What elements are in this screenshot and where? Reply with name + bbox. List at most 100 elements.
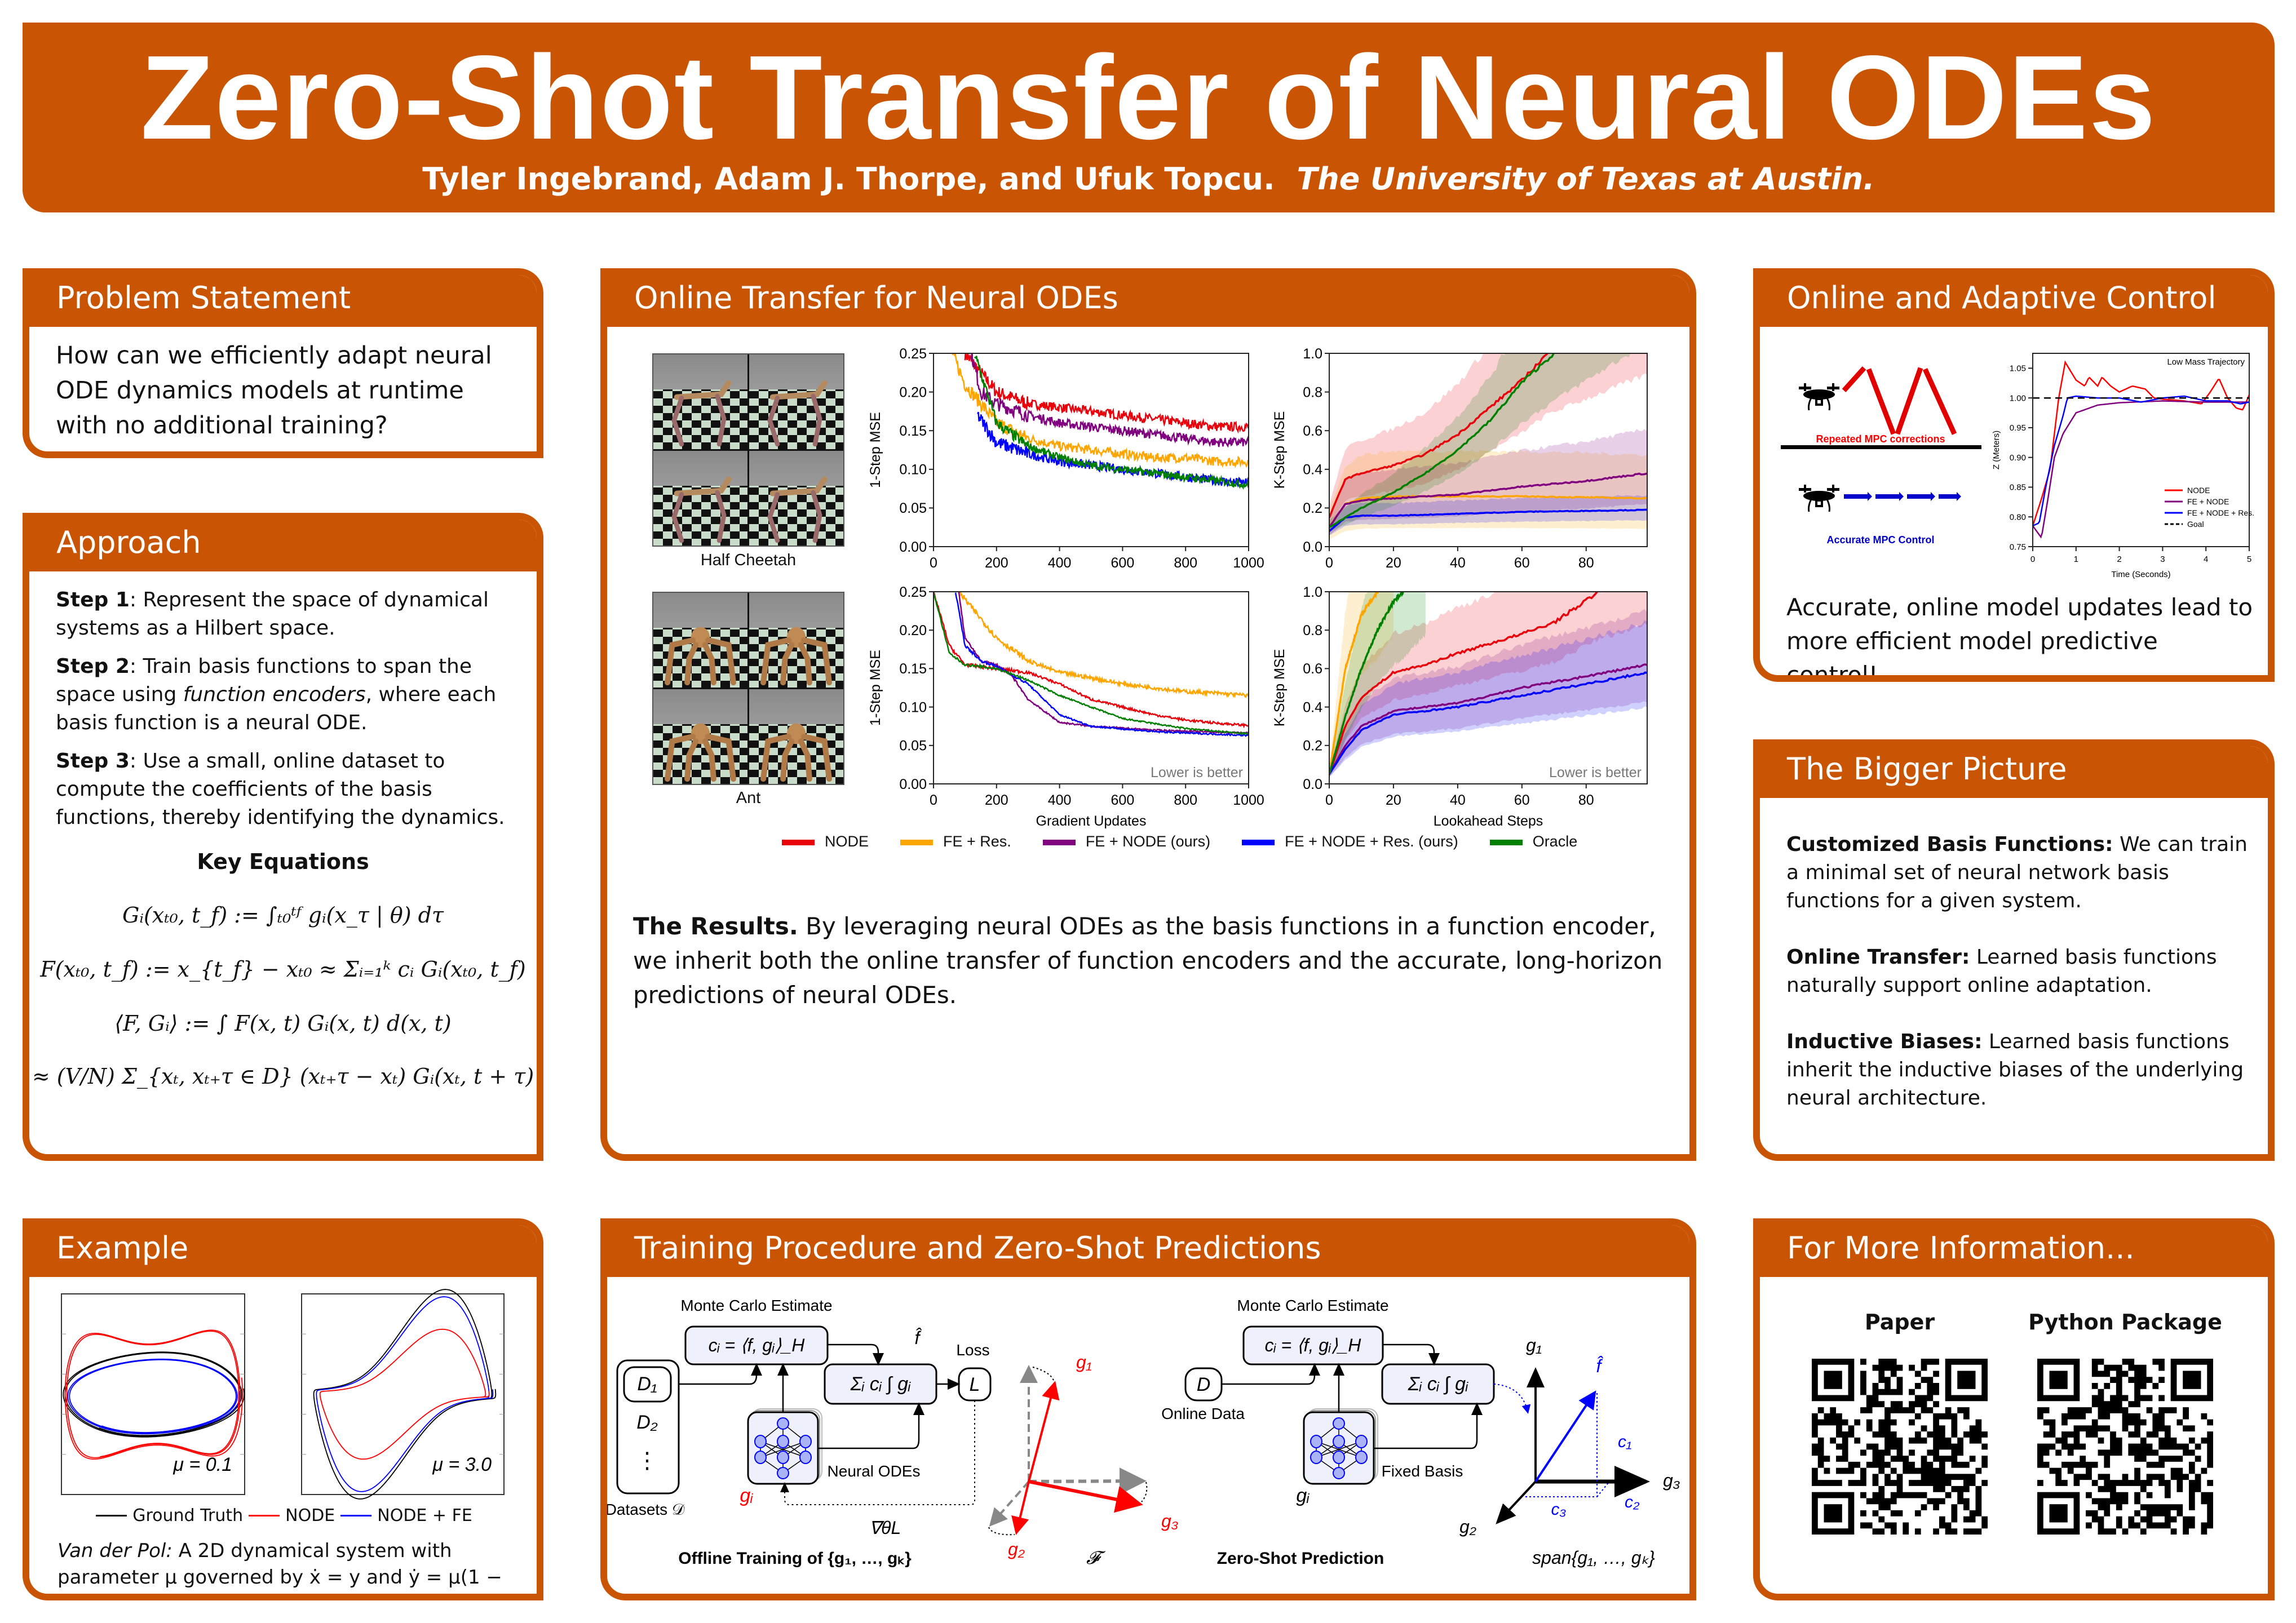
axis-g2-label: g₂: [1459, 1516, 1476, 1537]
legend-label: FE + NODE: [2187, 497, 2229, 506]
y-tick-label: 0.10: [899, 462, 927, 478]
problem-statement-panel: Problem Statement How can we efficiently…: [23, 268, 543, 458]
panel-heading: Online Transfer for Neural ODEs: [607, 275, 1689, 327]
control-figure: Repeated MPC corrections Accurate MPC Co…: [1781, 353, 2254, 579]
node-fe-curve: [67, 1358, 241, 1435]
node-curve: [319, 1328, 490, 1460]
mu-label: μ = 3.0: [432, 1454, 492, 1475]
drone-icon: [1798, 382, 1841, 411]
y-tick-label: 1.05: [2010, 364, 2026, 374]
y-tick-label: 0.00: [899, 539, 927, 555]
legend-swatch-node-fe: [340, 1515, 372, 1516]
mu-label: μ = 0.1: [172, 1454, 232, 1475]
axes-frame: [933, 353, 1249, 547]
equation-1: Gᵢ(xₜ₀, t_f) := ∫ₜ₀ᵗᶠ gᵢ(x_τ | θ) dτ: [122, 903, 444, 928]
control-panel: Online and Adaptive Control Repeated MPC…: [1753, 268, 2275, 682]
series-line-fe-res-: [1329, 592, 1379, 775]
legend-swatch-node: [249, 1515, 280, 1516]
legend-label: NODE: [285, 1506, 335, 1526]
neural-network-icon: [1303, 1411, 1375, 1485]
y-axis-label: 1-Step MSE: [868, 412, 883, 488]
x-tick-label: 200: [985, 792, 1008, 808]
transfer-legend: NODE FE + Res. FE + NODE (ours) FE + NOD…: [782, 833, 1577, 850]
training-panel: Training Procedure and Zero-Shot Predict…: [600, 1218, 1696, 1600]
error-band: [1329, 592, 1647, 777]
series-line-node: [964, 353, 1249, 434]
half-cheetah-image: [652, 353, 844, 547]
axes-frame: [933, 591, 1249, 784]
d1-label: D₁: [637, 1373, 657, 1395]
g1-label: g₁: [1076, 1352, 1092, 1372]
x-tick-label: 2: [2117, 555, 2121, 564]
c2-label: c₂: [1625, 1493, 1640, 1511]
paper-label: Paper: [1864, 1310, 1935, 1334]
ant-image: [652, 592, 844, 785]
item-customized-basis: Customized Basis Functions: We can train…: [1786, 833, 2248, 912]
scene-label-ant: Ant: [736, 789, 761, 807]
error-band: [1329, 449, 1647, 540]
bigger-picture-panel: The Bigger Picture Customized Basis Func…: [1753, 739, 2275, 1161]
results-body: By leveraging neural ODEs as the basis f…: [633, 912, 1663, 1009]
span-label: span{g₁, …, gₖ}: [1532, 1547, 1655, 1568]
series-line-oracle: [974, 356, 1249, 490]
legend-item-oracle: Oracle: [1489, 833, 1577, 850]
poster-title: Zero-Shot Transfer of Neural ODEs: [140, 30, 2157, 164]
x-tick-label: 1000: [1233, 555, 1264, 571]
axes-frame: [1329, 353, 1648, 547]
series-line-fe-node-res-ours-: [954, 592, 1249, 738]
y-tick-label: 0.6: [1303, 661, 1322, 677]
package-qr-code[interactable]: [2037, 1359, 2213, 1535]
chart-title: Low Mass Trajectory: [2167, 357, 2245, 367]
series-line-fe-node-ours-: [1329, 663, 1647, 775]
panel-heading: Training Procedure and Zero-Shot Predict…: [607, 1225, 1689, 1277]
drone-icon: [1798, 484, 1841, 513]
f-hat-label: f̂: [915, 1328, 923, 1348]
x-tick-label: 800: [1174, 555, 1197, 571]
x-tick-label: 40: [1450, 792, 1466, 808]
x-tick-label: 0: [930, 555, 937, 571]
fixed-basis-label: Fixed Basis: [1382, 1462, 1463, 1480]
step-text: : Use a small, online dataset to compute…: [56, 750, 505, 829]
caption-emphasis: Van der Pol:: [57, 1540, 172, 1562]
y-tick-label: 0.20: [899, 384, 927, 400]
legend-item-fe-node: FE + NODE (ours): [1042, 833, 1210, 850]
plot-area: [952, 353, 1249, 490]
step-label: Step 3: [56, 750, 130, 773]
bigger-picture-items: Customized Basis Functions: We can train…: [1786, 831, 2257, 1112]
node-curve: [64, 1329, 244, 1460]
x-tick-label: 80: [1578, 792, 1594, 808]
step-text: , where each basis function is a neural …: [56, 683, 497, 734]
axis-g1-label: g₁: [1526, 1335, 1542, 1355]
paper-qr-code[interactable]: [1812, 1359, 1988, 1535]
step-2: Step 2: Train basis functions to span th…: [56, 653, 518, 737]
y-tick-label: 0.90: [2010, 453, 2026, 463]
online-data-label: Online Data: [1161, 1405, 1245, 1422]
legend-swatch-ground-truth: [96, 1515, 127, 1516]
panel-heading: Online and Adaptive Control: [1760, 275, 2268, 327]
transfer-charts: 0.000.050.100.150.200.250 200 400 600 800 100…: [868, 346, 1648, 829]
scene-frame: [653, 689, 747, 784]
panel-heading: For More Information...: [1760, 1225, 2268, 1277]
x-tick-label: 400: [1048, 555, 1072, 571]
panel-heading: The Bigger Picture: [1760, 746, 2268, 798]
x-tick-label: 60: [1514, 792, 1530, 808]
function-space-label: 𝓕: [1086, 1547, 1106, 1568]
equation-2: F(xₜ₀, t_f) := x_{t_f} − xₜ₀ ≈ Σᵢ₌₁ᵏ cᵢ …: [40, 957, 526, 982]
x-axis-label: Time (Seconds): [2111, 570, 2170, 579]
y-tick-label: 0.0: [1303, 539, 1322, 555]
y-tick-label: 0.6: [1303, 423, 1322, 439]
legend-label: Ground Truth: [132, 1506, 244, 1526]
series-line-fe-node-res-: [2033, 395, 2249, 527]
y-tick-label: 0.25: [899, 346, 927, 362]
series-line-fe-res-: [958, 592, 1249, 698]
y-tick-label: 1.0: [1303, 346, 1322, 362]
scene-label-half-cheetah: Half Cheetah: [700, 551, 797, 569]
scene-frame: [749, 451, 843, 546]
y-tick-label: 0.85: [2010, 483, 2026, 493]
y-axis-label: K-Step MSE: [1272, 411, 1288, 489]
key-equations-title: Key Equations: [197, 849, 369, 874]
y-tick-label: 0.4: [1303, 462, 1322, 478]
scene-frame: [653, 593, 747, 688]
annotation: Lower is better: [1549, 765, 1642, 781]
series-line-fe-node-ours-: [970, 353, 1249, 448]
